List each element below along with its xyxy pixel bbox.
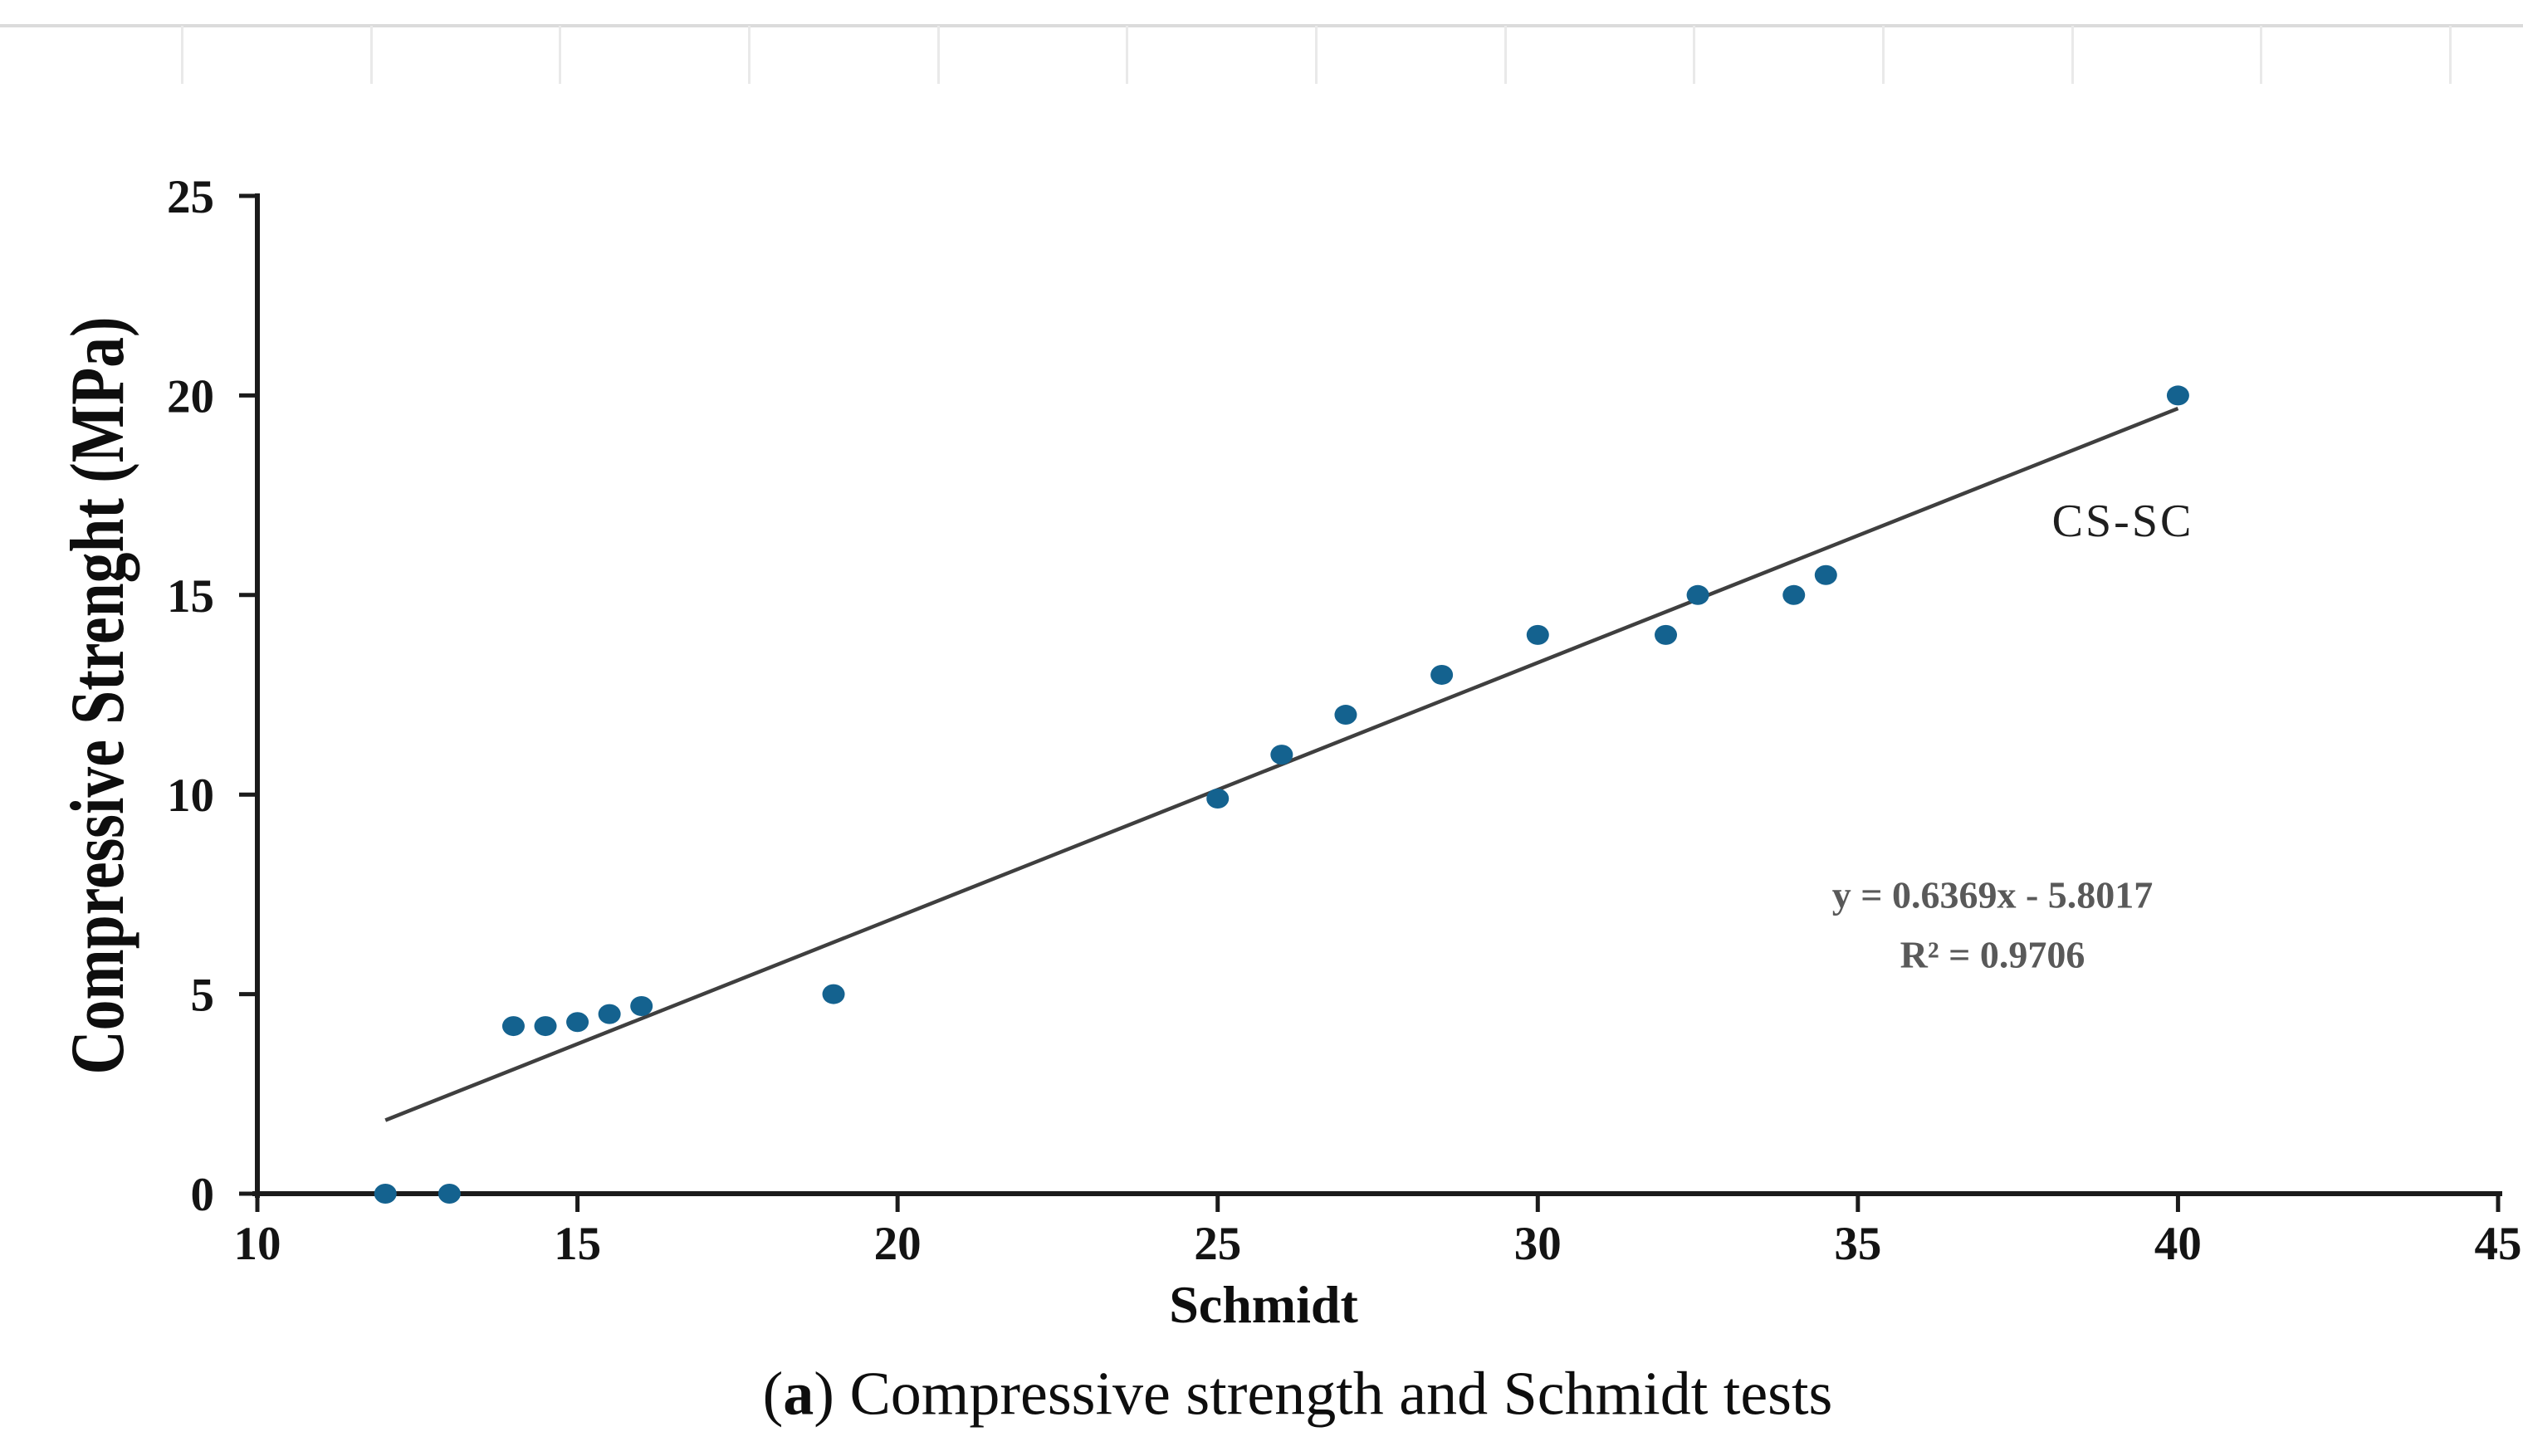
data-point (1782, 584, 1806, 605)
data-point (566, 1012, 589, 1033)
ruler-tick (2071, 26, 2074, 84)
data-point (1686, 584, 1709, 605)
y-tick-label: 10 (167, 770, 214, 822)
caption-label: a (783, 1360, 814, 1429)
x-tick-label: 45 (2475, 1218, 2522, 1270)
data-point (822, 984, 845, 1004)
ruler-tick (1882, 26, 1885, 84)
x-tick-label: 40 (2154, 1218, 2202, 1270)
x-tick-label: 35 (1834, 1218, 1881, 1270)
x-tick-label: 30 (1514, 1218, 1562, 1270)
data-point (1526, 624, 1549, 645)
ruler-tick (181, 26, 183, 84)
trendline-annotation: y = 0.6369x - 5.8017 R² = 0.9706 (1832, 865, 2154, 985)
r-squared-value: R² = 0.9706 (1900, 933, 2085, 975)
x-tick-label: 15 (554, 1218, 601, 1270)
data-point (438, 1184, 461, 1204)
ruler-tick (559, 26, 562, 84)
caption-paren-open: ( (762, 1360, 784, 1429)
y-tick-label: 5 (191, 970, 215, 1022)
data-point (630, 996, 653, 1017)
ruler-tick (748, 26, 751, 84)
data-point (1334, 705, 1357, 726)
caption-text: ) Compressive strength and Schmidt tests (814, 1360, 1833, 1429)
data-point (598, 1004, 621, 1024)
data-point (534, 1016, 557, 1037)
data-point (501, 1016, 525, 1037)
ruler-tick (1126, 26, 1129, 84)
x-tick-label: 10 (234, 1218, 281, 1270)
data-point (1814, 564, 1837, 585)
ruler-tick (1315, 26, 1318, 84)
figure-caption: (a) Compressive strength and Schmidt tes… (763, 1360, 1833, 1430)
trendline-equation: y = 0.6369x - 5.8017 (1831, 873, 2154, 916)
data-point (374, 1184, 397, 1204)
x-tick-label: 25 (1194, 1218, 1241, 1270)
series-label: CS-SC (2051, 496, 2194, 547)
x-tick-label: 20 (874, 1218, 922, 1270)
data-point (1430, 664, 1454, 685)
data-point (1270, 745, 1293, 765)
data-point (1655, 624, 1678, 645)
table-border-line (0, 24, 2523, 27)
y-tick-label: 0 (191, 1169, 215, 1221)
y-tick-label: 20 (167, 370, 214, 423)
ruler-tick (2449, 26, 2452, 84)
ruler-tick (936, 26, 940, 84)
ruler-tick (1504, 26, 1507, 84)
y-axis-title: Compressive Strenght (MPa) (55, 316, 139, 1075)
y-tick-label: 15 (167, 570, 214, 623)
y-tick-label: 25 (167, 171, 214, 223)
data-point (2166, 385, 2189, 406)
ruler-tick (1693, 26, 1696, 84)
data-point (1206, 789, 1230, 809)
x-axis-title: Schmidt (1169, 1275, 1358, 1334)
ruler-tick (2260, 26, 2263, 84)
ruler-tick (369, 26, 373, 84)
